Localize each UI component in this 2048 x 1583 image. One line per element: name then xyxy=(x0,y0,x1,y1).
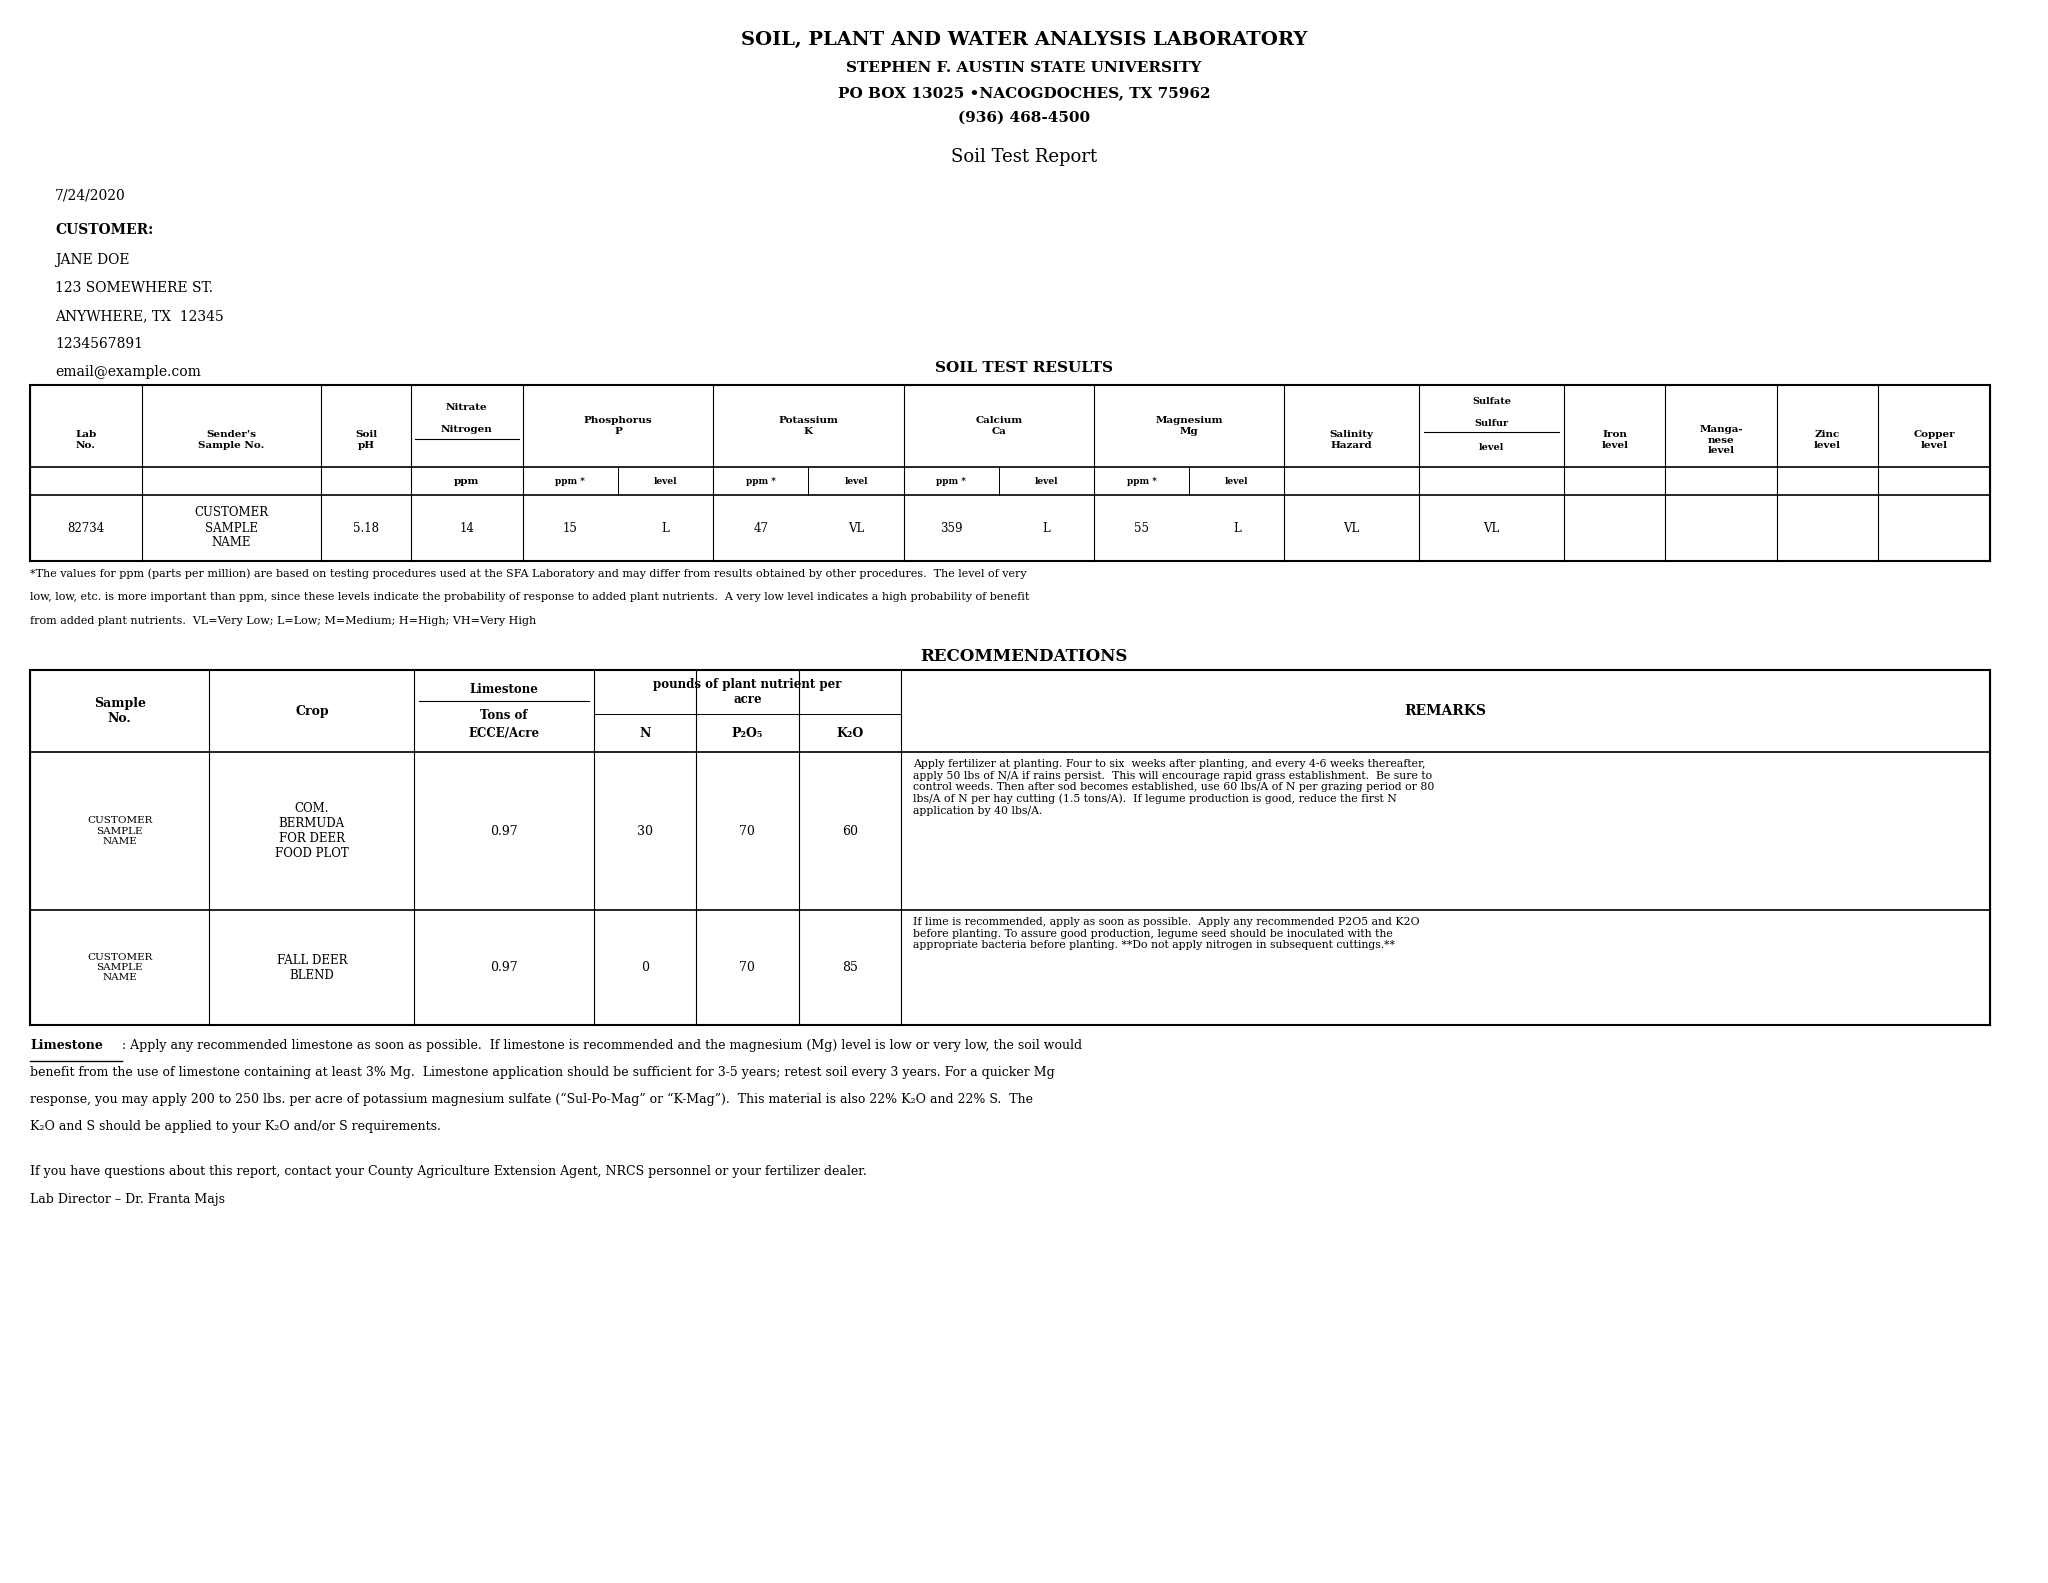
Text: ppm: ppm xyxy=(455,476,479,486)
Text: 70: 70 xyxy=(739,825,756,837)
Text: low, low, etc. is more important than ppm, since these levels indicate the proba: low, low, etc. is more important than pp… xyxy=(31,592,1030,602)
Text: VL: VL xyxy=(848,521,864,535)
Text: CUSTOMER
SAMPLE
NAME: CUSTOMER SAMPLE NAME xyxy=(86,817,152,845)
Text: 82734: 82734 xyxy=(68,521,104,535)
Text: 7/24/2020: 7/24/2020 xyxy=(55,188,125,203)
Text: Sulfur: Sulfur xyxy=(1475,419,1509,427)
Text: COM.
BERMUDA
FOR DEER
FOOD PLOT: COM. BERMUDA FOR DEER FOOD PLOT xyxy=(274,803,348,860)
Text: *The values for ppm (parts per million) are based on testing procedures used at : *The values for ppm (parts per million) … xyxy=(31,568,1026,578)
Text: Manga-
nese
level: Manga- nese level xyxy=(1700,426,1743,454)
Text: CUSTOMER
SAMPLE
NAME: CUSTOMER SAMPLE NAME xyxy=(195,507,268,549)
Text: 55: 55 xyxy=(1135,521,1149,535)
Text: email@example.com: email@example.com xyxy=(55,366,201,378)
Text: VL: VL xyxy=(1343,521,1360,535)
Text: response, you may apply 200 to 250 lbs. per acre of potassium magnesium sulfate : response, you may apply 200 to 250 lbs. … xyxy=(31,1092,1032,1107)
Text: 0: 0 xyxy=(641,961,649,974)
Text: RECOMMENDATIONS: RECOMMENDATIONS xyxy=(920,647,1128,665)
Text: 70: 70 xyxy=(739,961,756,974)
Text: 15: 15 xyxy=(563,521,578,535)
Text: ppm *: ppm * xyxy=(555,476,586,486)
Text: Sulfate: Sulfate xyxy=(1473,397,1511,405)
Text: level: level xyxy=(1479,443,1505,453)
Text: 5.18: 5.18 xyxy=(352,521,379,535)
Text: ppm *: ppm * xyxy=(936,476,967,486)
Text: If you have questions about this report, contact your County Agriculture Extensi: If you have questions about this report,… xyxy=(31,1165,866,1178)
Text: Sample
No.: Sample No. xyxy=(94,697,145,725)
Text: 14: 14 xyxy=(459,521,475,535)
Text: Tons of: Tons of xyxy=(479,709,528,722)
Text: 85: 85 xyxy=(842,961,858,974)
Bar xyxy=(31,670,1991,1026)
Text: P₂O₅: P₂O₅ xyxy=(731,727,764,739)
Text: REMARKS: REMARKS xyxy=(1405,704,1487,719)
Text: K₂O: K₂O xyxy=(836,727,864,739)
Text: Iron
level: Iron level xyxy=(1602,431,1628,450)
Text: 47: 47 xyxy=(754,521,768,535)
Text: Soil Test Report: Soil Test Report xyxy=(950,147,1098,166)
Text: SOIL TEST RESULTS: SOIL TEST RESULTS xyxy=(936,361,1112,375)
Text: Potassium
K: Potassium K xyxy=(778,416,838,435)
Text: Limestone: Limestone xyxy=(31,1038,102,1053)
Text: Sender's
Sample No.: Sender's Sample No. xyxy=(199,431,264,450)
Text: benefit from the use of limestone containing at least 3% Mg.  Limestone applicat: benefit from the use of limestone contai… xyxy=(31,1065,1055,1080)
Text: Calcium
Ca: Calcium Ca xyxy=(975,416,1022,435)
Text: 1234567891: 1234567891 xyxy=(55,337,143,351)
Text: 0.97: 0.97 xyxy=(489,825,518,837)
Text: (936) 468-4500: (936) 468-4500 xyxy=(958,111,1090,125)
Text: JANE DOE: JANE DOE xyxy=(55,253,129,268)
Text: 359: 359 xyxy=(940,521,963,535)
Text: : Apply any recommended limestone as soon as possible.  If limestone is recommen: : Apply any recommended limestone as soo… xyxy=(123,1038,1081,1053)
Text: 0.97: 0.97 xyxy=(489,961,518,974)
Text: If lime is recommended, apply as soon as possible.  Apply any recommended P2O5 a: If lime is recommended, apply as soon as… xyxy=(913,917,1419,950)
Text: Nitrate: Nitrate xyxy=(446,404,487,412)
Text: CUSTOMER
SAMPLE
NAME: CUSTOMER SAMPLE NAME xyxy=(86,953,152,983)
Text: pounds of plant nutrient per
acre: pounds of plant nutrient per acre xyxy=(653,678,842,706)
Text: Limestone: Limestone xyxy=(469,682,539,695)
Text: STEPHEN F. AUSTIN STATE UNIVERSITY: STEPHEN F. AUSTIN STATE UNIVERSITY xyxy=(846,62,1202,74)
Text: Phosphorus
P: Phosphorus P xyxy=(584,416,653,435)
Text: Lab
No.: Lab No. xyxy=(76,431,96,450)
Text: Nitrogen: Nitrogen xyxy=(440,424,494,434)
Text: SOIL, PLANT AND WATER ANALYSIS LABORATORY: SOIL, PLANT AND WATER ANALYSIS LABORATOR… xyxy=(741,32,1307,49)
Text: Magnesium
Mg: Magnesium Mg xyxy=(1155,416,1223,435)
Text: Apply fertilizer at planting. Four to six  weeks after planting, and every 4-6 w: Apply fertilizer at planting. Four to si… xyxy=(913,758,1434,817)
Text: Crop: Crop xyxy=(295,704,328,717)
Text: L: L xyxy=(1042,521,1051,535)
Text: 60: 60 xyxy=(842,825,858,837)
Text: from added plant nutrients.  VL=Very Low; L=Low; M=Medium; H=High; VH=Very High: from added plant nutrients. VL=Very Low;… xyxy=(31,616,537,625)
Text: L: L xyxy=(1233,521,1241,535)
Text: ppm *: ppm * xyxy=(745,476,776,486)
Text: Lab Director – Dr. Franta Majs: Lab Director – Dr. Franta Majs xyxy=(31,1194,225,1206)
Text: ANYWHERE, TX  12345: ANYWHERE, TX 12345 xyxy=(55,309,223,323)
Text: L: L xyxy=(662,521,670,535)
Text: 123 SOMEWHERE ST.: 123 SOMEWHERE ST. xyxy=(55,282,213,294)
Text: ppm *: ppm * xyxy=(1126,476,1157,486)
Text: Salinity
Hazard: Salinity Hazard xyxy=(1329,431,1374,450)
Text: VL: VL xyxy=(1483,521,1499,535)
Text: Soil
pH: Soil pH xyxy=(354,431,377,450)
Text: level: level xyxy=(844,476,868,486)
Text: level: level xyxy=(1034,476,1059,486)
Text: level: level xyxy=(1225,476,1249,486)
Bar xyxy=(31,385,1991,560)
Text: CUSTOMER:: CUSTOMER: xyxy=(55,223,154,237)
Text: ECCE/Acre: ECCE/Acre xyxy=(469,727,539,739)
Text: Copper
level: Copper level xyxy=(1913,431,1954,450)
Text: FALL DEER
BLEND: FALL DEER BLEND xyxy=(276,953,346,981)
Text: N: N xyxy=(639,727,651,739)
Text: level: level xyxy=(653,476,678,486)
Text: K₂O and S should be applied to your K₂O and/or S requirements.: K₂O and S should be applied to your K₂O … xyxy=(31,1121,440,1133)
Text: PO BOX 13025 •NACOGDOCHES, TX 75962: PO BOX 13025 •NACOGDOCHES, TX 75962 xyxy=(838,85,1210,100)
Text: Zinc
level: Zinc level xyxy=(1815,431,1841,450)
Text: 30: 30 xyxy=(637,825,653,837)
